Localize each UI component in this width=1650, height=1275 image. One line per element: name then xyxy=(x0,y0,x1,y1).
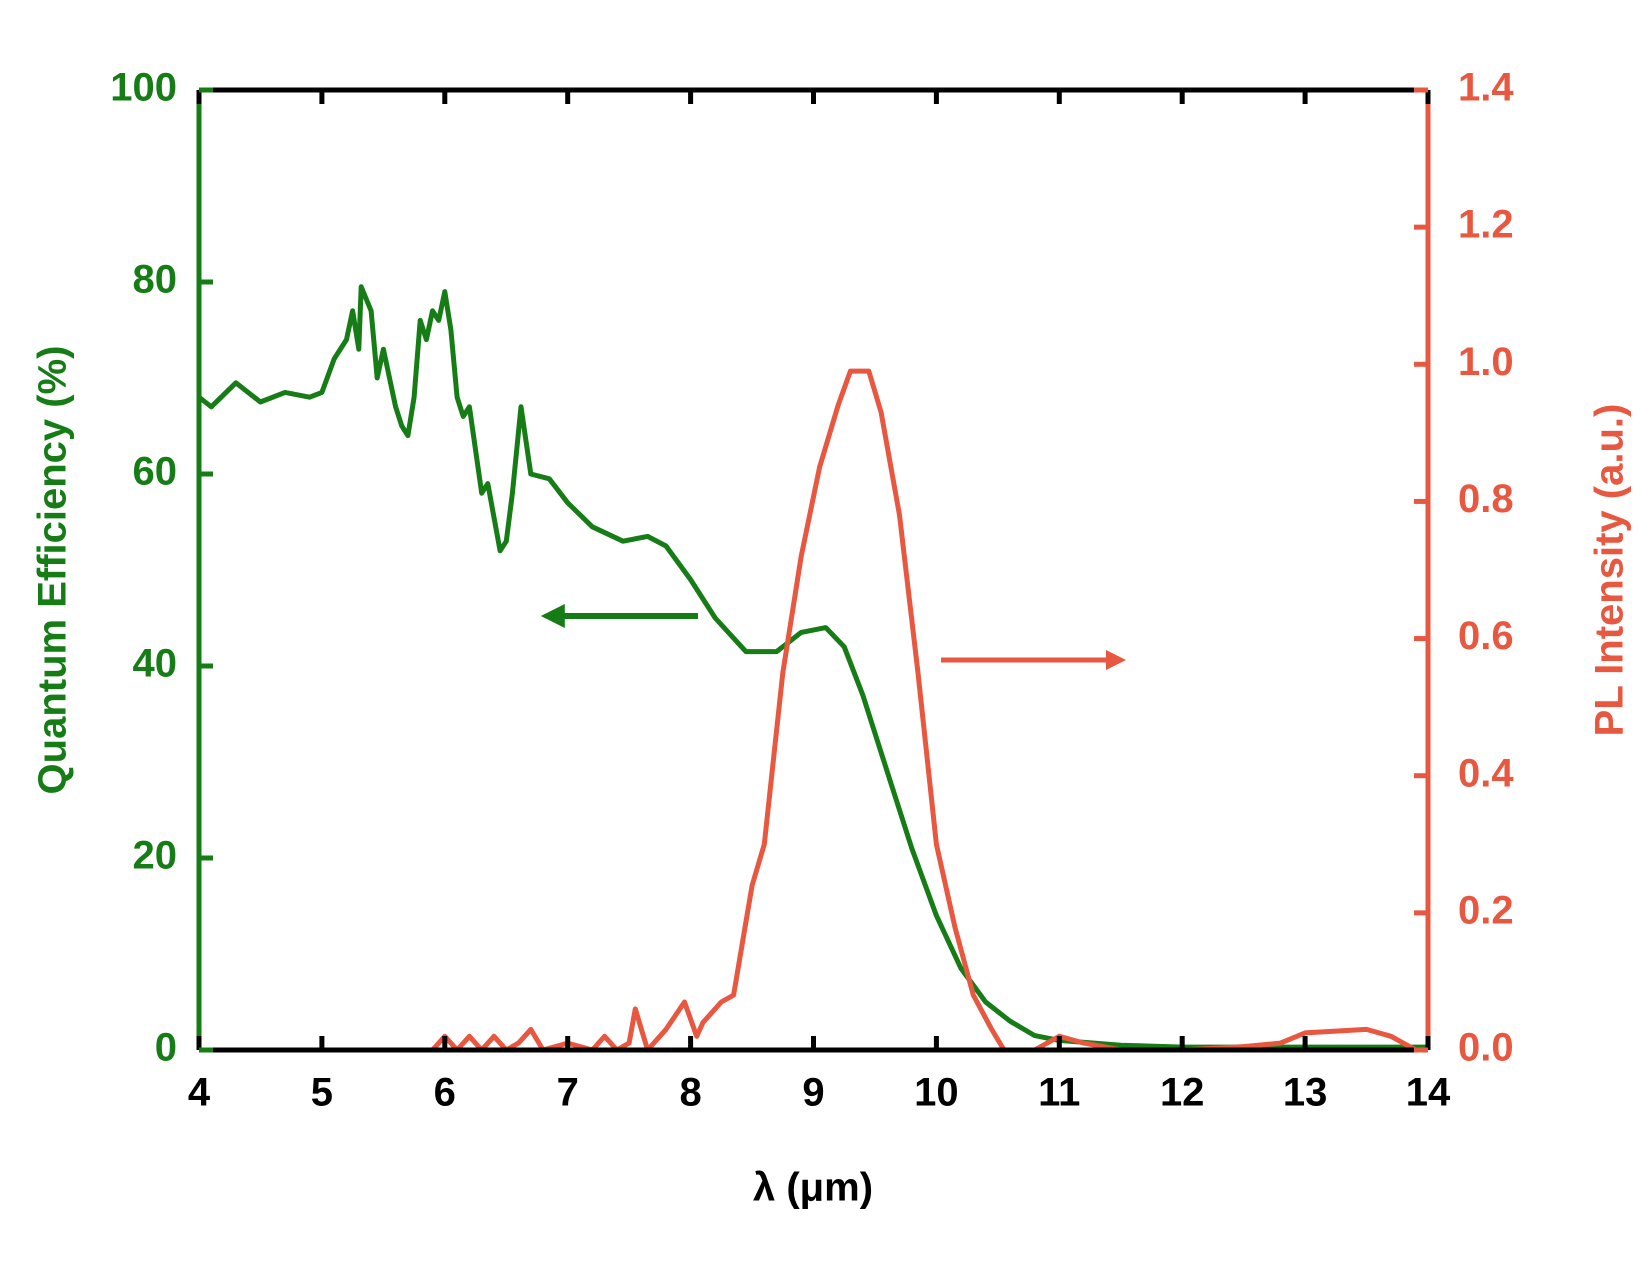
y2-tick-label: 1.2 xyxy=(1458,203,1514,247)
x-tick-label: 9 xyxy=(802,1071,824,1115)
y2-tick-label: 0.6 xyxy=(1458,614,1514,658)
x-tick-label: 5 xyxy=(311,1071,333,1115)
x-tick-label: 10 xyxy=(914,1071,959,1115)
y2-tick-label: 0.2 xyxy=(1458,888,1514,932)
x-tick-label: 6 xyxy=(434,1071,456,1115)
x-tick-label: 13 xyxy=(1283,1071,1328,1115)
y2-tick-label: 0.8 xyxy=(1458,477,1514,521)
x-axis-label: λ (μm) xyxy=(753,1166,873,1210)
y2-tick-label: 0.4 xyxy=(1458,751,1514,795)
x-tick-label: 8 xyxy=(679,1071,701,1115)
series-line xyxy=(197,284,1428,1050)
y2-axis-label: PL Intensity (a.u.) xyxy=(1588,404,1632,737)
y2-tick-label: 1.4 xyxy=(1458,66,1514,110)
x-tick-label: 14 xyxy=(1406,1071,1451,1115)
y-tick-label: 100 xyxy=(110,66,177,110)
x-tick-label: 4 xyxy=(188,1071,211,1115)
y-axis-label: Quantum Efficiency (%) xyxy=(31,346,75,795)
y2-tick-label: 0.0 xyxy=(1458,1026,1514,1070)
x-tick-label: 7 xyxy=(557,1071,579,1115)
y-tick-label: 0 xyxy=(155,1026,177,1070)
y-tick-label: 60 xyxy=(133,450,178,494)
y2-tick-label: 1.0 xyxy=(1458,340,1514,384)
x-tick-label: 12 xyxy=(1160,1071,1205,1115)
x-tick-label: 11 xyxy=(1038,1071,1080,1115)
y-tick-label: 40 xyxy=(133,642,178,686)
series-line xyxy=(430,368,1417,1053)
y-tick-label: 20 xyxy=(133,834,178,878)
y-tick-label: 80 xyxy=(133,258,178,302)
